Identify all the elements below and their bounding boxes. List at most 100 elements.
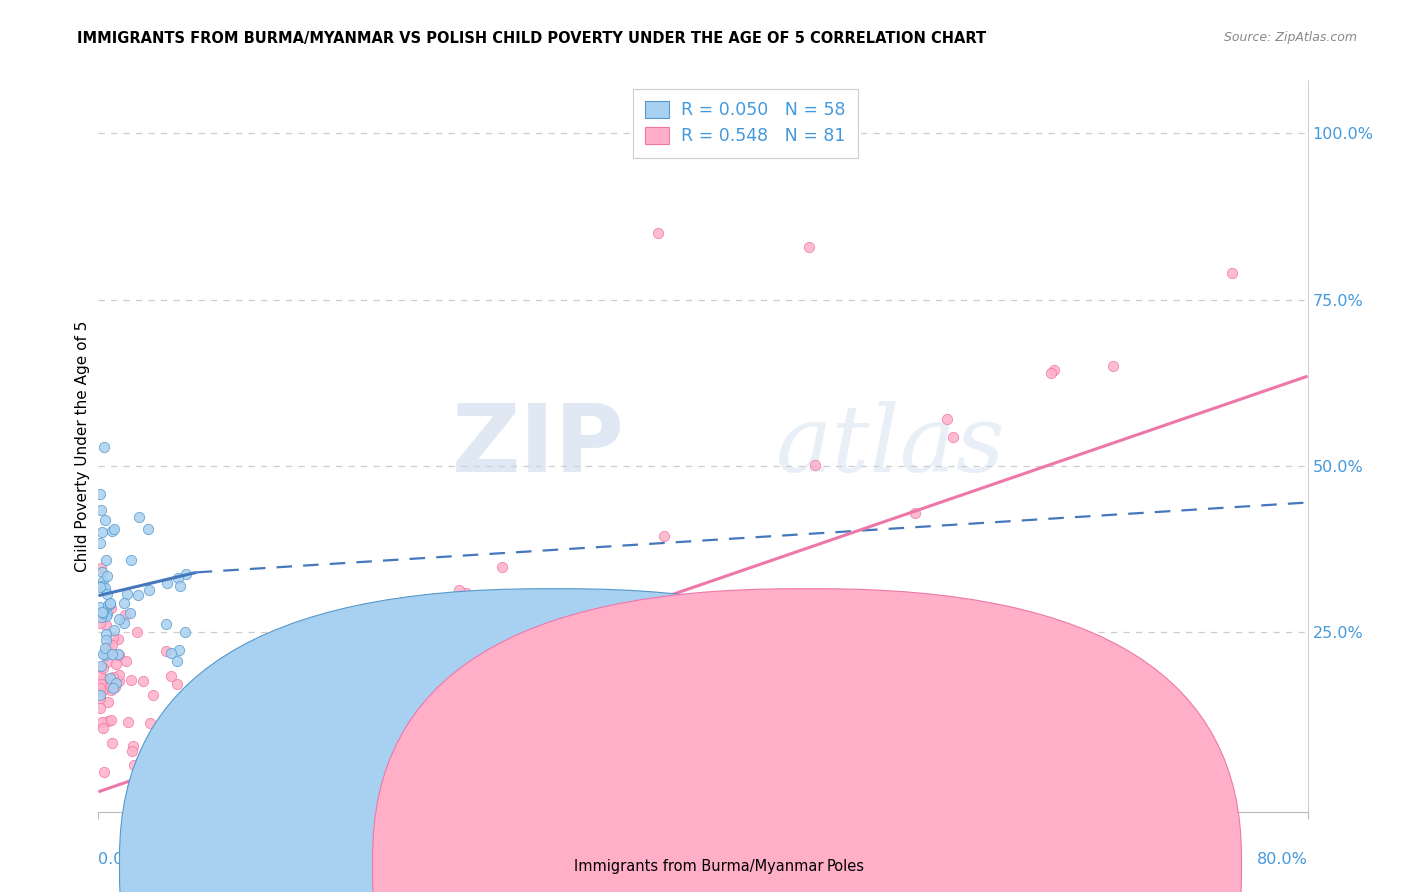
Point xyxy=(96,646,118,660)
Point xyxy=(89,580,111,594)
Point xyxy=(112,616,135,631)
Point xyxy=(93,440,115,454)
Point xyxy=(90,566,112,580)
Point xyxy=(529,594,551,608)
Point xyxy=(93,648,115,662)
Point xyxy=(444,597,467,611)
Point xyxy=(104,676,127,690)
Point xyxy=(491,560,513,574)
Point xyxy=(136,522,159,536)
Point xyxy=(91,721,114,735)
Point xyxy=(169,579,191,593)
Point xyxy=(97,714,120,728)
Point xyxy=(96,655,118,669)
Point xyxy=(90,561,112,575)
Text: 0.0%: 0.0% xyxy=(98,852,139,867)
Point xyxy=(121,739,143,753)
Point xyxy=(104,657,127,671)
Point xyxy=(101,647,124,661)
Point xyxy=(127,588,149,602)
Point xyxy=(1220,266,1243,280)
Point xyxy=(94,553,117,567)
Point xyxy=(94,627,117,641)
Point xyxy=(264,693,287,707)
Point xyxy=(120,673,142,688)
Point xyxy=(117,715,139,730)
Legend: R = 0.050   N = 58, R = 0.548   N = 81: R = 0.050 N = 58, R = 0.548 N = 81 xyxy=(633,89,858,158)
Point xyxy=(89,536,111,550)
Point xyxy=(166,654,188,668)
Point xyxy=(96,609,118,624)
Point xyxy=(107,632,129,647)
Point xyxy=(90,677,112,691)
Point xyxy=(132,674,155,689)
Point xyxy=(103,631,125,645)
Point xyxy=(93,764,115,779)
Point xyxy=(112,596,135,610)
Point xyxy=(94,640,117,655)
Point xyxy=(89,487,111,501)
Text: ZIP: ZIP xyxy=(451,400,624,492)
Point xyxy=(326,691,349,706)
Point xyxy=(308,646,330,660)
Point xyxy=(100,672,122,686)
Point xyxy=(93,574,115,588)
Point xyxy=(94,633,117,648)
Point xyxy=(101,736,124,750)
Point xyxy=(120,552,142,566)
Point xyxy=(93,672,115,686)
Point xyxy=(166,758,188,772)
Point xyxy=(100,600,122,615)
Point xyxy=(174,625,197,640)
Point xyxy=(353,681,375,696)
Point xyxy=(166,676,188,690)
Point xyxy=(114,608,136,623)
Point xyxy=(91,579,114,593)
Point xyxy=(804,458,827,472)
Point xyxy=(121,744,143,758)
Point xyxy=(96,618,118,632)
Point xyxy=(97,695,120,709)
Point xyxy=(156,576,179,591)
Point xyxy=(167,642,190,657)
Point xyxy=(142,688,165,702)
Point xyxy=(90,715,112,730)
Point xyxy=(103,623,125,637)
Text: Immigrants from Burma/Myanmar: Immigrants from Burma/Myanmar xyxy=(574,859,823,873)
Point xyxy=(97,640,120,654)
Point xyxy=(100,682,122,697)
Point xyxy=(115,654,138,668)
Point xyxy=(167,571,190,585)
Point xyxy=(936,412,959,426)
Point xyxy=(942,430,965,444)
Point xyxy=(297,706,319,720)
Point xyxy=(90,609,112,624)
Point xyxy=(160,646,183,660)
Point xyxy=(94,513,117,527)
Point xyxy=(90,684,112,698)
Point xyxy=(652,529,675,543)
Point xyxy=(98,597,121,611)
Point xyxy=(1039,366,1062,380)
Point xyxy=(100,714,122,728)
Point xyxy=(176,566,198,581)
Point xyxy=(93,661,115,675)
Point xyxy=(90,658,112,673)
Point xyxy=(97,598,120,612)
Point xyxy=(797,239,820,253)
Point xyxy=(115,587,138,601)
Point xyxy=(107,647,129,661)
Point xyxy=(128,509,150,524)
Point xyxy=(1043,362,1066,376)
Point xyxy=(89,600,111,615)
Point xyxy=(430,702,453,716)
Point xyxy=(127,624,149,639)
Point xyxy=(89,668,111,682)
Point xyxy=(349,610,371,624)
Point xyxy=(96,587,118,601)
Point xyxy=(89,615,111,630)
Point xyxy=(447,583,470,598)
Text: Source: ZipAtlas.com: Source: ZipAtlas.com xyxy=(1223,31,1357,45)
Point xyxy=(180,694,202,708)
Text: 80.0%: 80.0% xyxy=(1257,852,1308,867)
